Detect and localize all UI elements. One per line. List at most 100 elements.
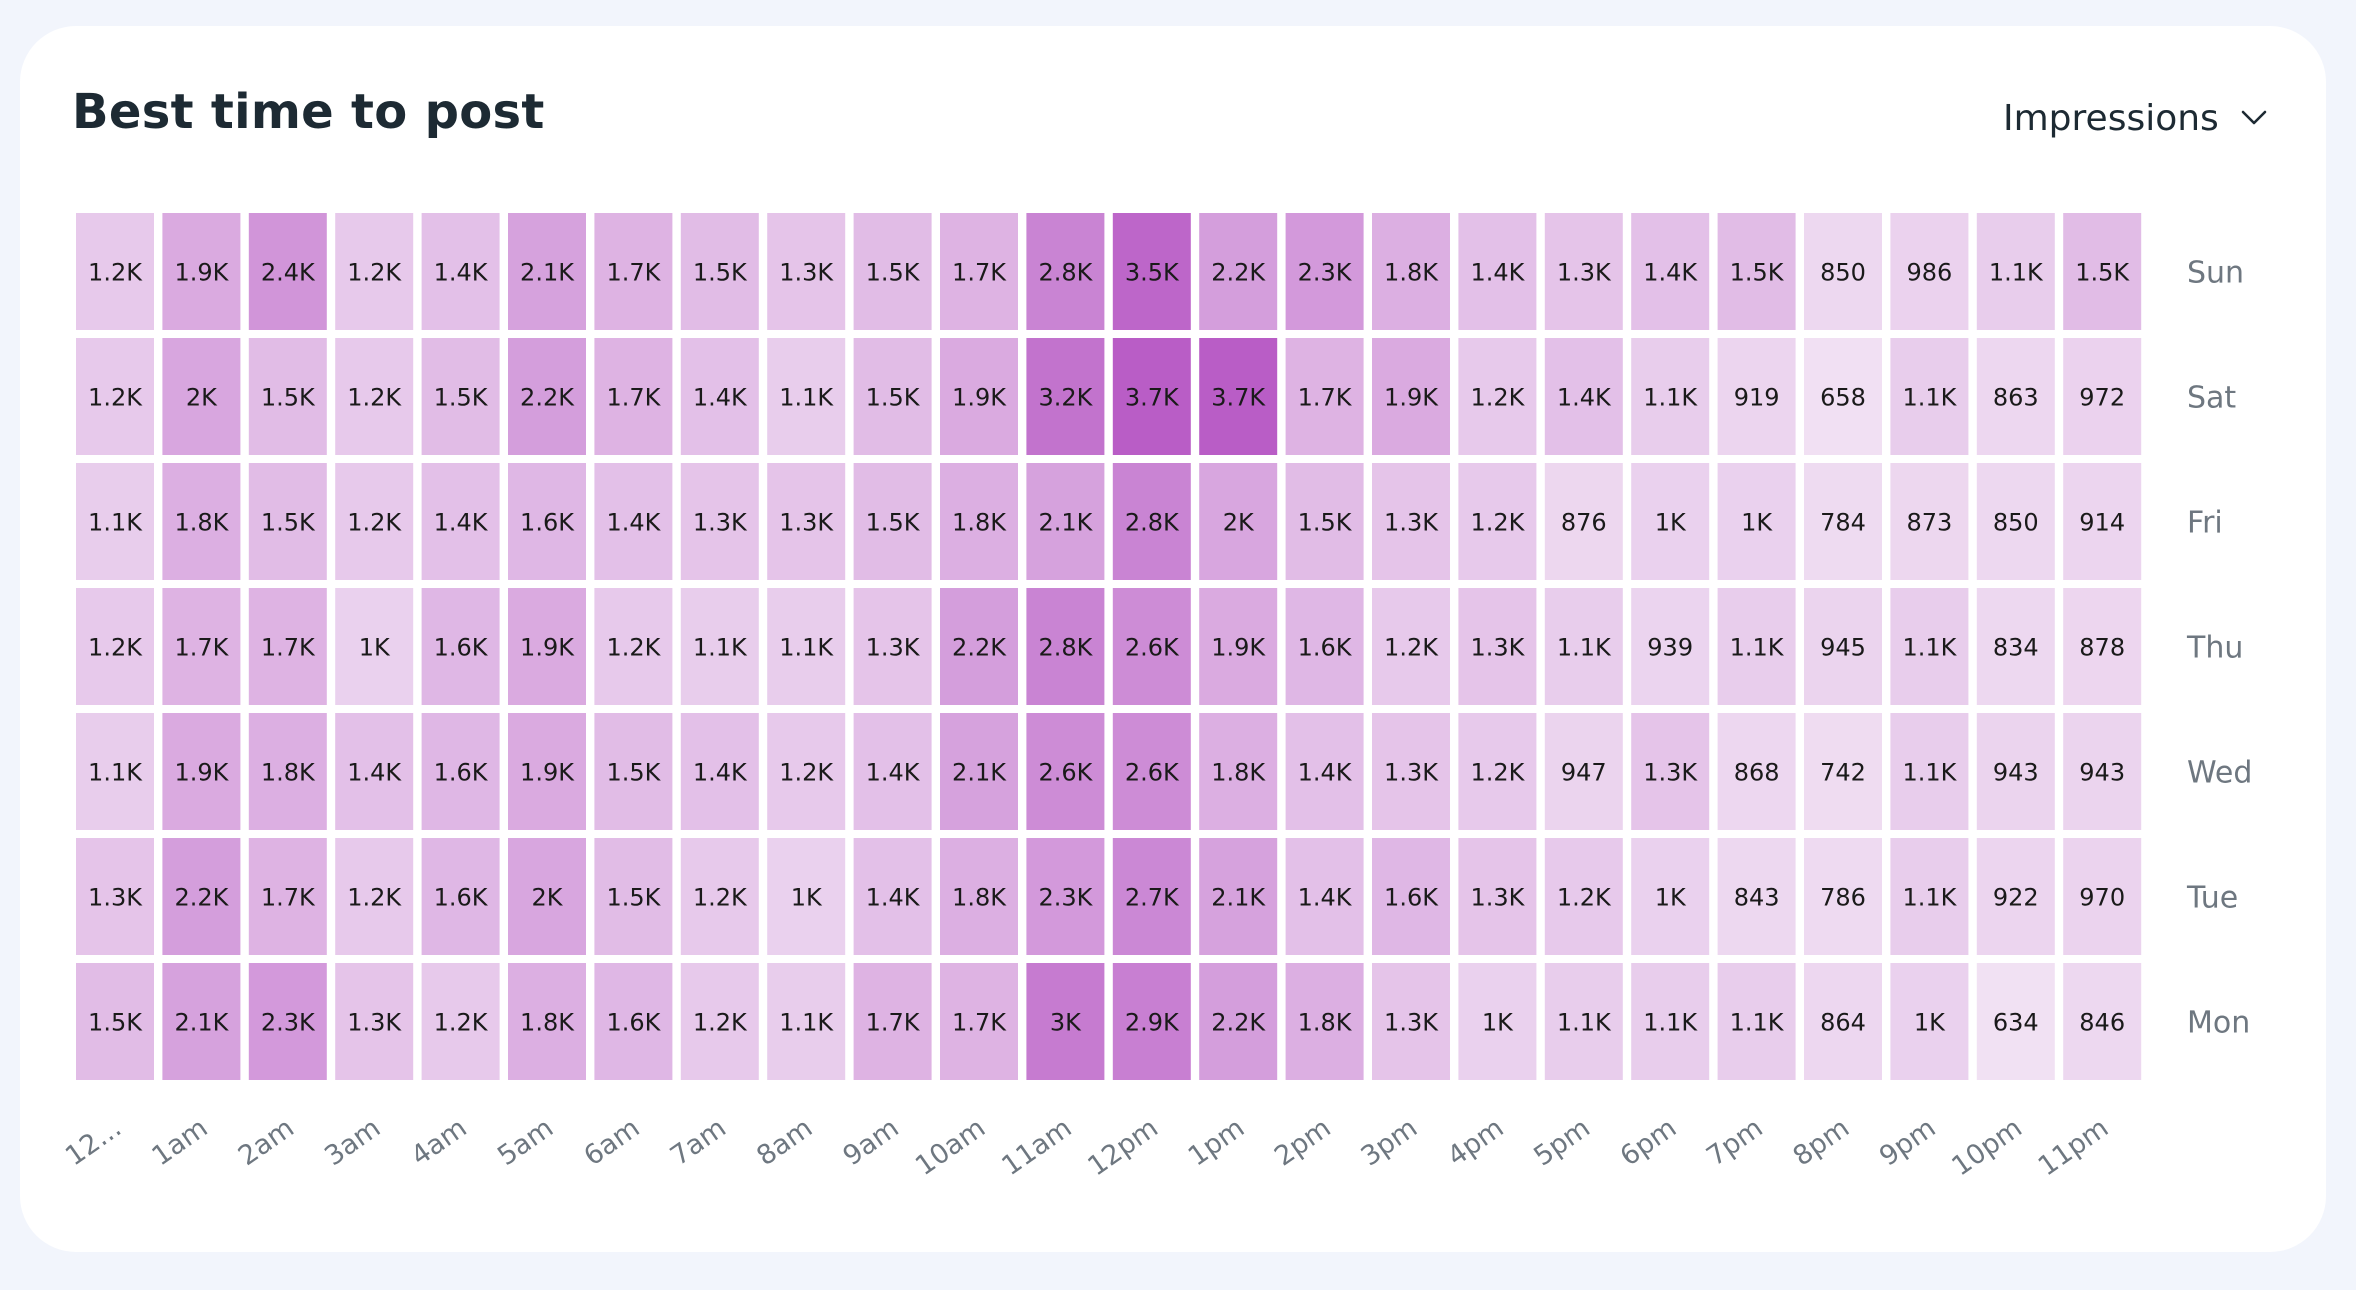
heatmap-cell[interactable] <box>76 963 154 1080</box>
heatmap-cell[interactable] <box>2063 588 2142 705</box>
heatmap-cell[interactable] <box>335 338 414 455</box>
heatmap-cell[interactable] <box>248 588 327 705</box>
heatmap-cell[interactable] <box>1890 963 1969 1080</box>
heatmap-cell[interactable] <box>594 963 673 1080</box>
heatmap-cell[interactable] <box>767 213 846 330</box>
heatmap-cell[interactable] <box>940 838 1018 955</box>
heatmap-cell[interactable] <box>1544 213 1623 330</box>
heatmap-cell[interactable] <box>76 838 154 955</box>
heatmap-cell[interactable] <box>1458 713 1537 830</box>
heatmap-cell[interactable] <box>1112 463 1191 580</box>
heatmap-cell[interactable] <box>1976 338 2055 455</box>
heatmap-cell[interactable] <box>1804 838 1882 955</box>
heatmap-cell[interactable] <box>767 713 846 830</box>
heatmap-cell[interactable] <box>1199 463 1278 580</box>
heatmap-cell[interactable] <box>940 963 1018 1080</box>
heatmap-cell[interactable] <box>594 338 673 455</box>
heatmap-cell[interactable] <box>1026 213 1105 330</box>
heatmap-cell[interactable] <box>421 838 500 955</box>
heatmap-cell[interactable] <box>1199 588 1278 705</box>
heatmap-cell[interactable] <box>680 713 759 830</box>
heatmap-cell[interactable] <box>508 213 586 330</box>
heatmap-cell[interactable] <box>940 213 1018 330</box>
heatmap-cell[interactable] <box>1458 588 1537 705</box>
heatmap-cell[interactable] <box>940 588 1018 705</box>
heatmap-cell[interactable] <box>508 338 586 455</box>
heatmap-cell[interactable] <box>594 838 673 955</box>
heatmap-cell[interactable] <box>335 213 414 330</box>
heatmap-cell[interactable] <box>1631 588 1710 705</box>
heatmap-cell[interactable] <box>2063 838 2142 955</box>
heatmap-cell[interactable] <box>1890 213 1969 330</box>
heatmap-cell[interactable] <box>1804 713 1882 830</box>
heatmap-cell[interactable] <box>1285 463 1364 580</box>
heatmap-cell[interactable] <box>76 213 154 330</box>
heatmap-cell[interactable] <box>940 463 1018 580</box>
heatmap-cell[interactable] <box>1199 713 1278 830</box>
heatmap-cell[interactable] <box>680 838 759 955</box>
heatmap-cell[interactable] <box>1717 588 1796 705</box>
heatmap-cell[interactable] <box>1199 838 1278 955</box>
heatmap-cell[interactable] <box>1544 463 1623 580</box>
heatmap-cell[interactable] <box>76 338 154 455</box>
heatmap-cell[interactable] <box>2063 963 2142 1080</box>
heatmap-cell[interactable] <box>1976 213 2055 330</box>
heatmap-cell[interactable] <box>1717 838 1796 955</box>
heatmap-cell[interactable] <box>1544 338 1623 455</box>
heatmap-cell[interactable] <box>1717 213 1796 330</box>
heatmap-cell[interactable] <box>1372 713 1450 830</box>
heatmap-cell[interactable] <box>1717 463 1796 580</box>
heatmap-cell[interactable] <box>1285 338 1364 455</box>
heatmap-cell[interactable] <box>162 588 241 705</box>
heatmap-cell[interactable] <box>421 963 500 1080</box>
heatmap-cell[interactable] <box>1544 963 1623 1080</box>
heatmap-cell[interactable] <box>1285 713 1364 830</box>
heatmap-cell[interactable] <box>1631 213 1710 330</box>
heatmap-cell[interactable] <box>1372 588 1450 705</box>
heatmap-cell[interactable] <box>248 963 327 1080</box>
heatmap-cell[interactable] <box>1026 338 1105 455</box>
metric-dropdown[interactable]: Impressions <box>2003 90 2267 146</box>
heatmap-cell[interactable] <box>248 338 327 455</box>
heatmap-cell[interactable] <box>1372 838 1450 955</box>
heatmap-cell[interactable] <box>335 588 414 705</box>
heatmap-cell[interactable] <box>853 463 932 580</box>
heatmap-cell[interactable] <box>1804 588 1882 705</box>
heatmap-cell[interactable] <box>1026 713 1105 830</box>
heatmap-cell[interactable] <box>421 463 500 580</box>
heatmap-cell[interactable] <box>1112 213 1191 330</box>
heatmap-cell[interactable] <box>1026 463 1105 580</box>
heatmap-cell[interactable] <box>1890 713 1969 830</box>
heatmap-cell[interactable] <box>1372 338 1450 455</box>
heatmap-cell[interactable] <box>1199 213 1278 330</box>
heatmap-cell[interactable] <box>335 838 414 955</box>
heatmap-cell[interactable] <box>680 338 759 455</box>
heatmap-cell[interactable] <box>1717 338 1796 455</box>
heatmap-cell[interactable] <box>767 338 846 455</box>
heatmap-cell[interactable] <box>1285 838 1364 955</box>
heatmap-cell[interactable] <box>1804 213 1882 330</box>
heatmap-cell[interactable] <box>853 338 932 455</box>
heatmap-cell[interactable] <box>1112 713 1191 830</box>
heatmap-cell[interactable] <box>767 588 846 705</box>
heatmap-cell[interactable] <box>1372 213 1450 330</box>
heatmap-cell[interactable] <box>1458 838 1537 955</box>
heatmap-cell[interactable] <box>162 963 241 1080</box>
heatmap-cell[interactable] <box>162 213 241 330</box>
heatmap-cell[interactable] <box>508 588 586 705</box>
heatmap-cell[interactable] <box>767 463 846 580</box>
heatmap-cell[interactable] <box>1285 963 1364 1080</box>
heatmap-cell[interactable] <box>1976 713 2055 830</box>
heatmap-cell[interactable] <box>853 838 932 955</box>
heatmap-cell[interactable] <box>1976 463 2055 580</box>
heatmap-cell[interactable] <box>594 213 673 330</box>
heatmap-cell[interactable] <box>767 963 846 1080</box>
heatmap-cell[interactable] <box>1976 588 2055 705</box>
heatmap-cell[interactable] <box>1112 963 1191 1080</box>
heatmap-cell[interactable] <box>248 838 327 955</box>
heatmap-cell[interactable] <box>1804 963 1882 1080</box>
heatmap-cell[interactable] <box>1458 963 1537 1080</box>
heatmap-cell[interactable] <box>76 463 154 580</box>
heatmap-cell[interactable] <box>1372 963 1450 1080</box>
heatmap-cell[interactable] <box>1890 338 1969 455</box>
